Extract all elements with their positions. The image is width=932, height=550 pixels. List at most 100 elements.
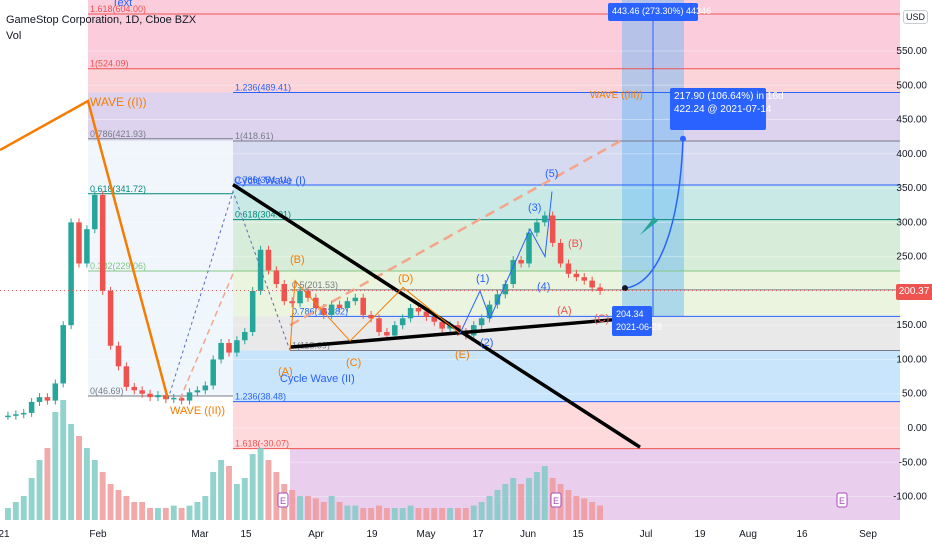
candle xyxy=(92,194,98,230)
text-tool-label: Text xyxy=(112,0,133,9)
volume-bar xyxy=(76,436,82,520)
candle xyxy=(344,301,351,309)
volume-bar xyxy=(352,505,359,520)
candle xyxy=(249,290,256,333)
zone-9 xyxy=(233,401,900,449)
volume-bar xyxy=(320,502,327,520)
wave-label: (5) xyxy=(545,168,558,180)
candle xyxy=(163,395,169,400)
candle xyxy=(384,332,390,336)
x-tick-label: Apr xyxy=(308,529,324,540)
volume-bar xyxy=(526,478,532,520)
range-callout xyxy=(608,3,698,21)
volume-bar xyxy=(155,508,161,520)
candle xyxy=(407,308,414,319)
candle xyxy=(447,325,453,329)
volume-bar xyxy=(170,505,177,520)
volume-bar xyxy=(439,508,446,520)
volume-bar xyxy=(431,508,438,520)
x-tick-label: May xyxy=(417,529,436,540)
candle xyxy=(210,359,216,386)
y-tick-label: 100.00 xyxy=(896,354,927,365)
abcde-zigzag xyxy=(289,279,461,351)
wave-label: (3) xyxy=(528,202,541,214)
candle xyxy=(494,294,501,305)
x-tick-label: Feb xyxy=(89,529,107,540)
fib-label: 1.236(489.41) xyxy=(235,83,291,93)
volume-bar xyxy=(407,505,414,520)
y-tick-label: 50.00 xyxy=(902,389,927,400)
volume-bar xyxy=(478,502,485,520)
wave-label: (4) xyxy=(537,281,550,293)
volume-bar xyxy=(297,496,303,520)
volume-bar xyxy=(494,490,501,520)
candle xyxy=(518,260,524,264)
wave-label: (E) xyxy=(455,349,470,361)
candle xyxy=(115,345,122,367)
symbol-title[interactable]: GameStop Corporation, 1D, Cboe BZX xyxy=(6,14,197,26)
volume-bar xyxy=(336,502,343,520)
fib-label: 1.618(-30.07) xyxy=(235,439,289,449)
volume-bar xyxy=(368,508,375,520)
wave-label: (B) xyxy=(290,254,305,266)
volume-bar xyxy=(20,496,27,520)
volume-bar xyxy=(194,502,201,520)
volume-bar xyxy=(99,472,106,520)
currency-badge[interactable]: USD xyxy=(902,10,928,24)
fib-label: 1.618(604.00) xyxy=(90,4,146,14)
candle xyxy=(147,393,153,398)
candle xyxy=(431,316,438,322)
candle xyxy=(36,397,43,402)
candle xyxy=(5,415,11,418)
candle xyxy=(502,284,509,295)
candle xyxy=(28,401,35,413)
entry-callout-text: 204.34 xyxy=(616,309,644,319)
candle xyxy=(597,287,603,291)
x-tick-label: Jul xyxy=(640,529,653,540)
volume-bar xyxy=(28,478,35,520)
volume-bar xyxy=(541,466,548,520)
volume-bar xyxy=(510,478,517,520)
y-tick-label: 150.00 xyxy=(896,320,927,331)
candle xyxy=(415,308,422,312)
candle xyxy=(423,311,430,317)
earnings-marker xyxy=(277,492,289,508)
y-tick-label: 450.00 xyxy=(896,115,927,126)
volume-bar xyxy=(36,460,43,520)
candle xyxy=(328,304,335,315)
trendline-down xyxy=(232,183,641,449)
candle xyxy=(257,249,264,291)
volume-bar xyxy=(233,484,240,520)
zone-3 xyxy=(233,141,900,186)
wave-label: WAVE ((II)) xyxy=(170,405,225,417)
x-tick-label: Sep xyxy=(859,529,877,540)
candle xyxy=(573,273,580,278)
zone-1 xyxy=(88,68,900,93)
candle xyxy=(376,318,382,333)
entry-callout-text: 2021-06-28 xyxy=(616,322,662,332)
volume-bar xyxy=(68,424,75,520)
candle xyxy=(44,397,51,401)
candle xyxy=(194,390,201,393)
earnings-marker-label: E xyxy=(280,496,286,506)
candle xyxy=(107,290,114,346)
x-tick-label: 15 xyxy=(572,529,584,540)
wave-label: (C) xyxy=(594,313,609,325)
x-tick-label: Jun xyxy=(520,529,536,540)
fib-label: 0.786(421.93) xyxy=(90,129,146,139)
x-tick-label: 21 xyxy=(0,529,10,540)
volume-bar xyxy=(210,472,217,520)
volume-bar xyxy=(455,508,461,520)
candle xyxy=(234,340,240,353)
fib-label: 0.786(354.41) xyxy=(235,175,291,185)
candle xyxy=(549,215,556,243)
volume-label[interactable]: Vol xyxy=(6,30,22,42)
volume-bar xyxy=(391,508,398,520)
zone-8 xyxy=(233,350,900,402)
volume-bar xyxy=(60,400,67,520)
fib-label: 1(418.61) xyxy=(235,131,274,141)
candle xyxy=(478,318,485,326)
volume-bar xyxy=(131,502,138,520)
impulse-zigzag xyxy=(459,191,553,334)
